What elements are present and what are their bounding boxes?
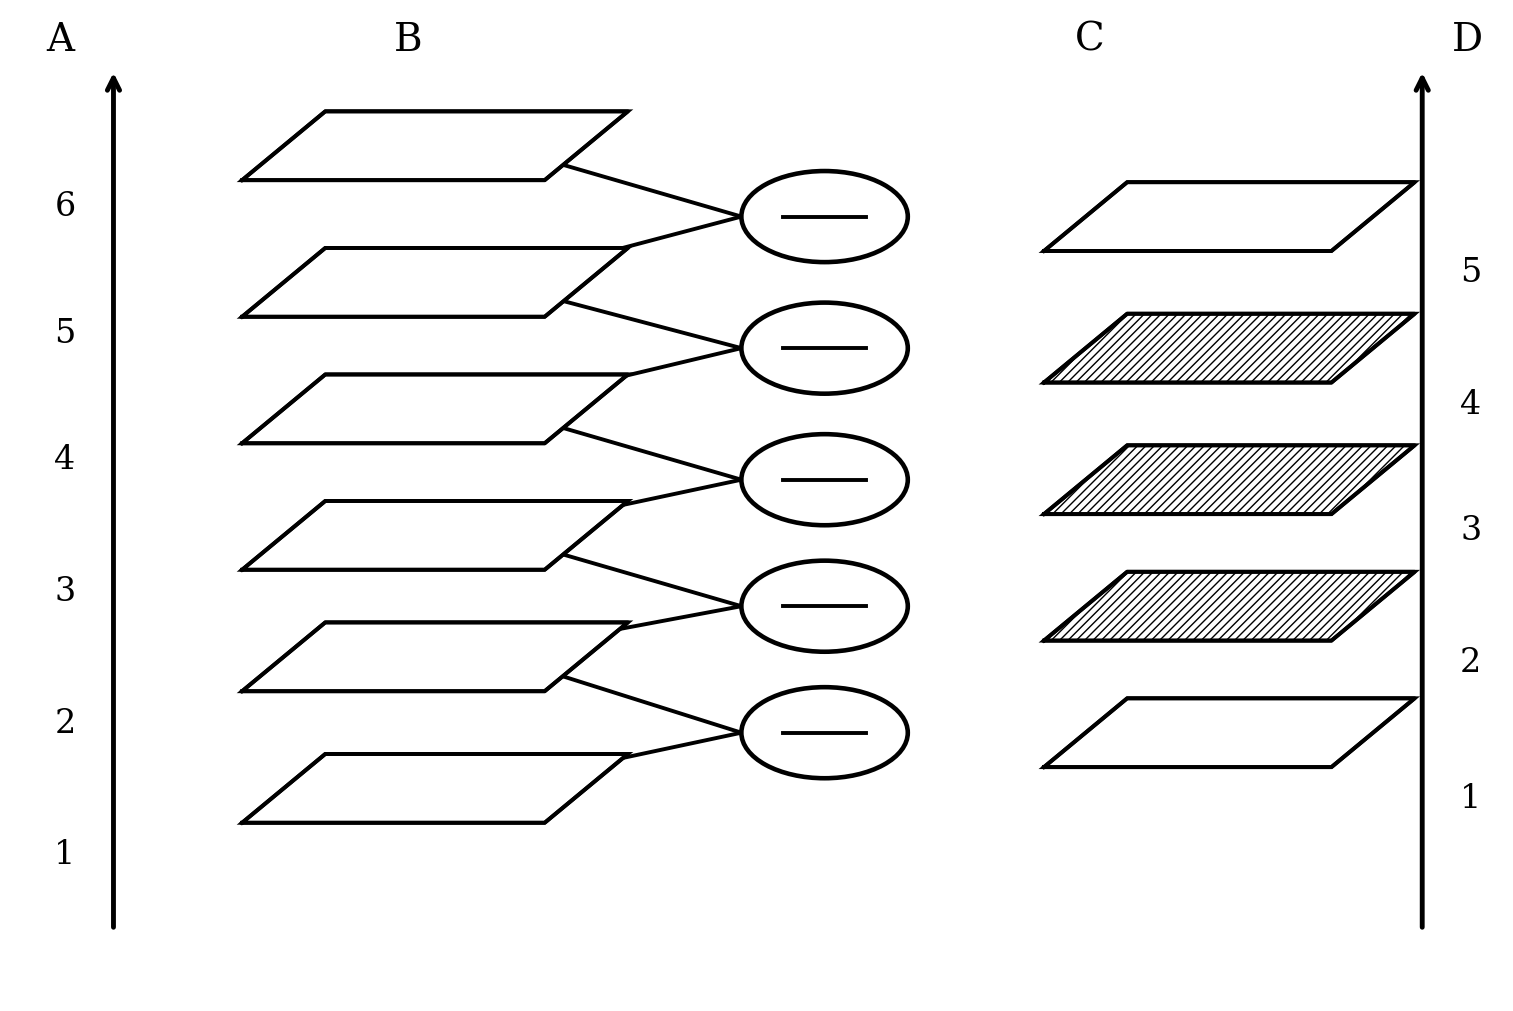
Text: 3: 3 [54, 575, 76, 608]
Text: 1: 1 [1460, 783, 1481, 815]
Ellipse shape [741, 561, 908, 652]
Text: 3: 3 [1460, 515, 1481, 547]
Text: C: C [1074, 22, 1104, 59]
Text: A: A [47, 22, 74, 59]
Polygon shape [1044, 183, 1415, 252]
Text: 1: 1 [54, 838, 76, 870]
Polygon shape [1044, 314, 1415, 383]
Ellipse shape [741, 303, 908, 394]
Text: 2: 2 [1460, 646, 1481, 678]
Polygon shape [1044, 699, 1415, 767]
Text: B: B [395, 22, 422, 59]
Ellipse shape [741, 687, 908, 778]
Text: 2: 2 [54, 707, 76, 739]
Polygon shape [1044, 446, 1415, 515]
Text: D: D [1452, 22, 1483, 59]
Polygon shape [242, 112, 628, 181]
Text: 6: 6 [54, 191, 76, 223]
Ellipse shape [741, 435, 908, 526]
Polygon shape [242, 501, 628, 570]
Polygon shape [242, 754, 628, 823]
Polygon shape [242, 623, 628, 692]
Text: 4: 4 [1460, 388, 1481, 421]
Text: 5: 5 [1460, 257, 1481, 289]
Polygon shape [1044, 572, 1415, 641]
Polygon shape [242, 375, 628, 444]
Ellipse shape [741, 172, 908, 263]
Text: 4: 4 [54, 444, 76, 476]
Polygon shape [242, 249, 628, 317]
Text: 5: 5 [54, 317, 76, 350]
